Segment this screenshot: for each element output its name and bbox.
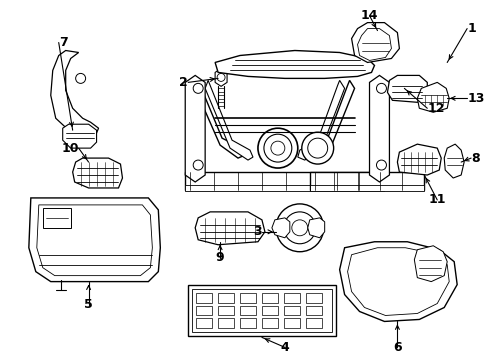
Bar — [218, 293, 234, 302]
Text: 1: 1 — [466, 22, 475, 35]
Bar — [196, 293, 212, 302]
Bar — [192, 289, 331, 332]
Bar — [196, 306, 212, 315]
Text: 7: 7 — [59, 36, 67, 49]
Bar — [218, 319, 234, 328]
Bar — [240, 319, 255, 328]
Text: 10: 10 — [61, 141, 79, 155]
Polygon shape — [397, 144, 440, 175]
Polygon shape — [297, 80, 344, 160]
Polygon shape — [307, 80, 354, 158]
Circle shape — [258, 128, 297, 168]
Polygon shape — [271, 218, 289, 238]
Circle shape — [301, 132, 333, 164]
Bar — [283, 319, 299, 328]
Polygon shape — [195, 80, 244, 158]
Polygon shape — [307, 218, 324, 238]
Text: 3: 3 — [253, 225, 262, 238]
Polygon shape — [195, 212, 264, 245]
Bar — [185, 172, 384, 190]
Circle shape — [376, 160, 386, 170]
Polygon shape — [51, 50, 99, 138]
Polygon shape — [37, 205, 152, 276]
Text: 13: 13 — [466, 92, 484, 105]
Text: 4: 4 — [280, 341, 288, 354]
Bar — [188, 285, 335, 336]
Polygon shape — [386, 75, 427, 102]
Circle shape — [307, 138, 327, 158]
Bar — [196, 319, 212, 328]
Bar — [305, 319, 321, 328]
Circle shape — [275, 204, 323, 252]
Bar — [309, 172, 424, 190]
Text: 6: 6 — [392, 341, 401, 354]
Polygon shape — [347, 248, 448, 315]
Bar — [283, 293, 299, 302]
Circle shape — [193, 160, 203, 170]
Polygon shape — [416, 82, 448, 112]
Circle shape — [376, 84, 386, 93]
Circle shape — [217, 73, 224, 81]
Polygon shape — [413, 246, 447, 282]
Polygon shape — [443, 144, 463, 178]
Circle shape — [291, 220, 307, 236]
Polygon shape — [215, 50, 374, 78]
Polygon shape — [205, 80, 252, 160]
Text: 5: 5 — [84, 298, 93, 311]
Circle shape — [193, 84, 203, 93]
Polygon shape — [351, 23, 399, 62]
Bar — [283, 306, 299, 315]
Polygon shape — [339, 242, 456, 321]
Bar — [305, 306, 321, 315]
Bar — [262, 319, 277, 328]
Text: 14: 14 — [360, 9, 378, 22]
Bar — [262, 306, 277, 315]
Text: 8: 8 — [470, 152, 479, 165]
Polygon shape — [29, 198, 160, 282]
Polygon shape — [62, 124, 96, 148]
Polygon shape — [369, 75, 388, 182]
Polygon shape — [73, 158, 122, 188]
Polygon shape — [357, 28, 390, 60]
Polygon shape — [215, 68, 226, 86]
Bar — [185, 185, 384, 191]
Bar — [240, 306, 255, 315]
Bar — [240, 293, 255, 302]
Bar — [262, 293, 277, 302]
Bar — [305, 293, 321, 302]
Bar — [218, 306, 234, 315]
Text: 9: 9 — [215, 251, 224, 264]
Circle shape — [283, 212, 315, 244]
Circle shape — [270, 141, 285, 155]
Bar — [42, 208, 71, 228]
Circle shape — [76, 73, 85, 84]
Text: 2: 2 — [179, 76, 188, 89]
Polygon shape — [185, 75, 205, 182]
Bar — [309, 185, 424, 191]
Text: 11: 11 — [427, 193, 445, 206]
Text: 12: 12 — [427, 102, 444, 115]
Circle shape — [264, 134, 291, 162]
